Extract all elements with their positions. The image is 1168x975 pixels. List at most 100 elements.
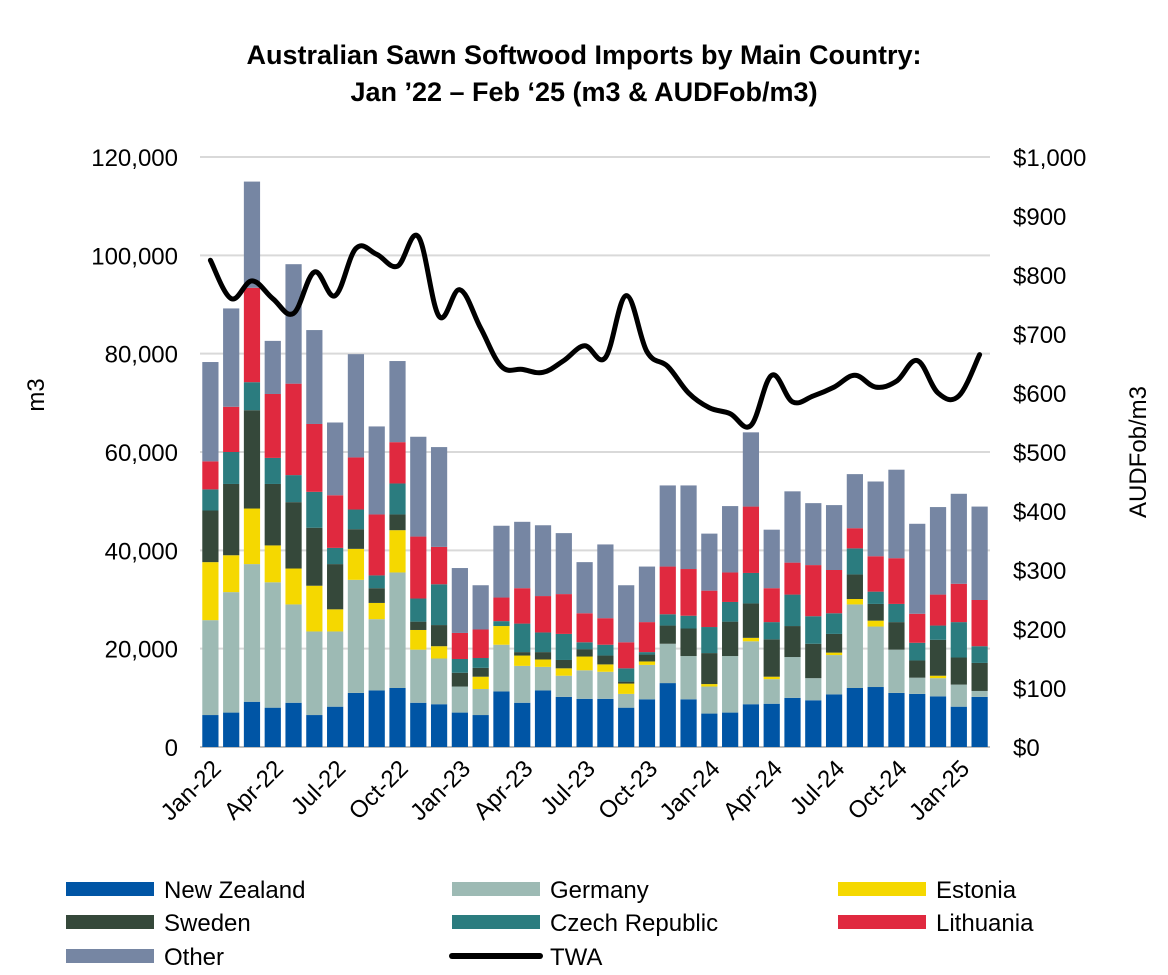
bar-czech-republic (722, 601, 739, 622)
bar-sweden (722, 621, 739, 657)
y2-tick-label: $400 (1013, 499, 1066, 526)
x-tick-label: Oct-24 (843, 755, 913, 825)
bar-new-zealand (327, 706, 344, 747)
bar-lithuania (950, 583, 967, 623)
bar-germany (597, 671, 614, 699)
bar-czech-republic (555, 633, 572, 660)
bar-new-zealand (846, 688, 863, 747)
bar-new-zealand (306, 715, 323, 747)
bar-other (929, 507, 947, 595)
bar-czech-republic (888, 603, 905, 623)
bar-new-zealand (430, 704, 448, 747)
bar-other (555, 533, 572, 595)
bar-sweden (514, 652, 531, 656)
bar-lithuania (680, 569, 697, 616)
bar-lithuania (306, 423, 323, 492)
bar-sweden (410, 621, 427, 630)
bar-sweden (929, 639, 947, 676)
y2-tick-label: $900 (1013, 204, 1066, 231)
legend-label-lithuania: Lithuania (936, 910, 1034, 937)
y2-tick-label: $800 (1013, 263, 1066, 290)
y-tick-label: 40,000 (105, 538, 178, 565)
bar-new-zealand (451, 712, 468, 747)
legend-swatch-lithuania (838, 915, 926, 929)
y2-tick-label: $200 (1013, 617, 1066, 644)
bar-lithuania (659, 566, 676, 615)
bar-germany (950, 684, 967, 707)
bar-germany (472, 688, 489, 716)
bar-germany (451, 686, 468, 713)
bar-germany (264, 582, 281, 708)
bar-estonia (514, 655, 531, 666)
bar-new-zealand (493, 691, 510, 747)
bar-czech-republic (701, 627, 718, 654)
bar-other (701, 533, 718, 591)
bar-other (867, 481, 884, 557)
bar-germany (327, 631, 344, 707)
bar-new-zealand (223, 712, 240, 747)
bar-estonia (534, 659, 552, 667)
bar-lithuania (742, 506, 760, 573)
bar-new-zealand (805, 700, 822, 747)
bar-new-zealand (950, 706, 967, 747)
bar-other (597, 544, 614, 619)
bar-other (493, 525, 510, 598)
bar-new-zealand (888, 692, 905, 747)
x-tick-label: Oct-22 (344, 755, 414, 825)
bar-new-zealand (763, 703, 780, 747)
bar-germany (243, 564, 261, 702)
bar-czech-republic (430, 584, 448, 626)
bar-sweden (202, 510, 219, 563)
bar-germany (285, 604, 302, 703)
bar-czech-republic (971, 646, 988, 663)
bar-czech-republic (389, 483, 406, 515)
bar-lithuania (327, 495, 344, 548)
bar-lithuania (493, 597, 510, 622)
bar-lithuania (846, 528, 863, 549)
bar-czech-republic (451, 658, 468, 673)
bar-czech-republic (763, 622, 780, 640)
x-tick-label: Jul-22 (286, 755, 351, 820)
bar-estonia (576, 656, 593, 671)
bar-czech-republic (597, 644, 614, 656)
bar-estonia (223, 555, 240, 593)
bar-estonia (472, 676, 489, 689)
bar-other (223, 308, 240, 407)
bar-germany (722, 656, 739, 713)
bar-czech-republic (929, 625, 947, 640)
bar-germany (618, 693, 635, 708)
bar-new-zealand (368, 690, 385, 747)
bar-germany (680, 656, 697, 700)
bar-sweden (638, 654, 656, 662)
x-tick-label: Apr-23 (468, 755, 538, 825)
bar-czech-republic (950, 622, 967, 658)
bar-other (243, 181, 261, 288)
bar-estonia (202, 562, 219, 621)
bar-czech-republic (784, 594, 801, 627)
bar-new-zealand (285, 702, 302, 747)
bar-lithuania (784, 562, 801, 595)
legend-swatch-other (66, 949, 154, 963)
bar-lithuania (264, 393, 281, 458)
bar-new-zealand (514, 702, 531, 747)
bar-lithuania (722, 572, 739, 602)
bar-new-zealand (534, 690, 552, 747)
bar-other (410, 436, 427, 537)
bar-other (264, 340, 281, 394)
bar-germany (784, 657, 801, 698)
bar-czech-republic (472, 658, 489, 668)
bar-estonia (306, 585, 323, 632)
legend-label-germany: Germany (550, 877, 649, 904)
bar-estonia (825, 652, 843, 656)
bar-new-zealand (909, 693, 926, 747)
bar-lithuania (825, 570, 843, 614)
bar-sweden (368, 588, 385, 603)
x-tick-label: Apr-22 (219, 755, 289, 825)
bar-sweden (825, 633, 843, 653)
y-tick-label: 120,000 (91, 145, 178, 172)
bar-new-zealand (389, 688, 406, 747)
bar-germany (347, 579, 365, 693)
bar-new-zealand (680, 699, 697, 747)
bar-sweden (680, 628, 697, 657)
bar-sweden (701, 653, 718, 685)
